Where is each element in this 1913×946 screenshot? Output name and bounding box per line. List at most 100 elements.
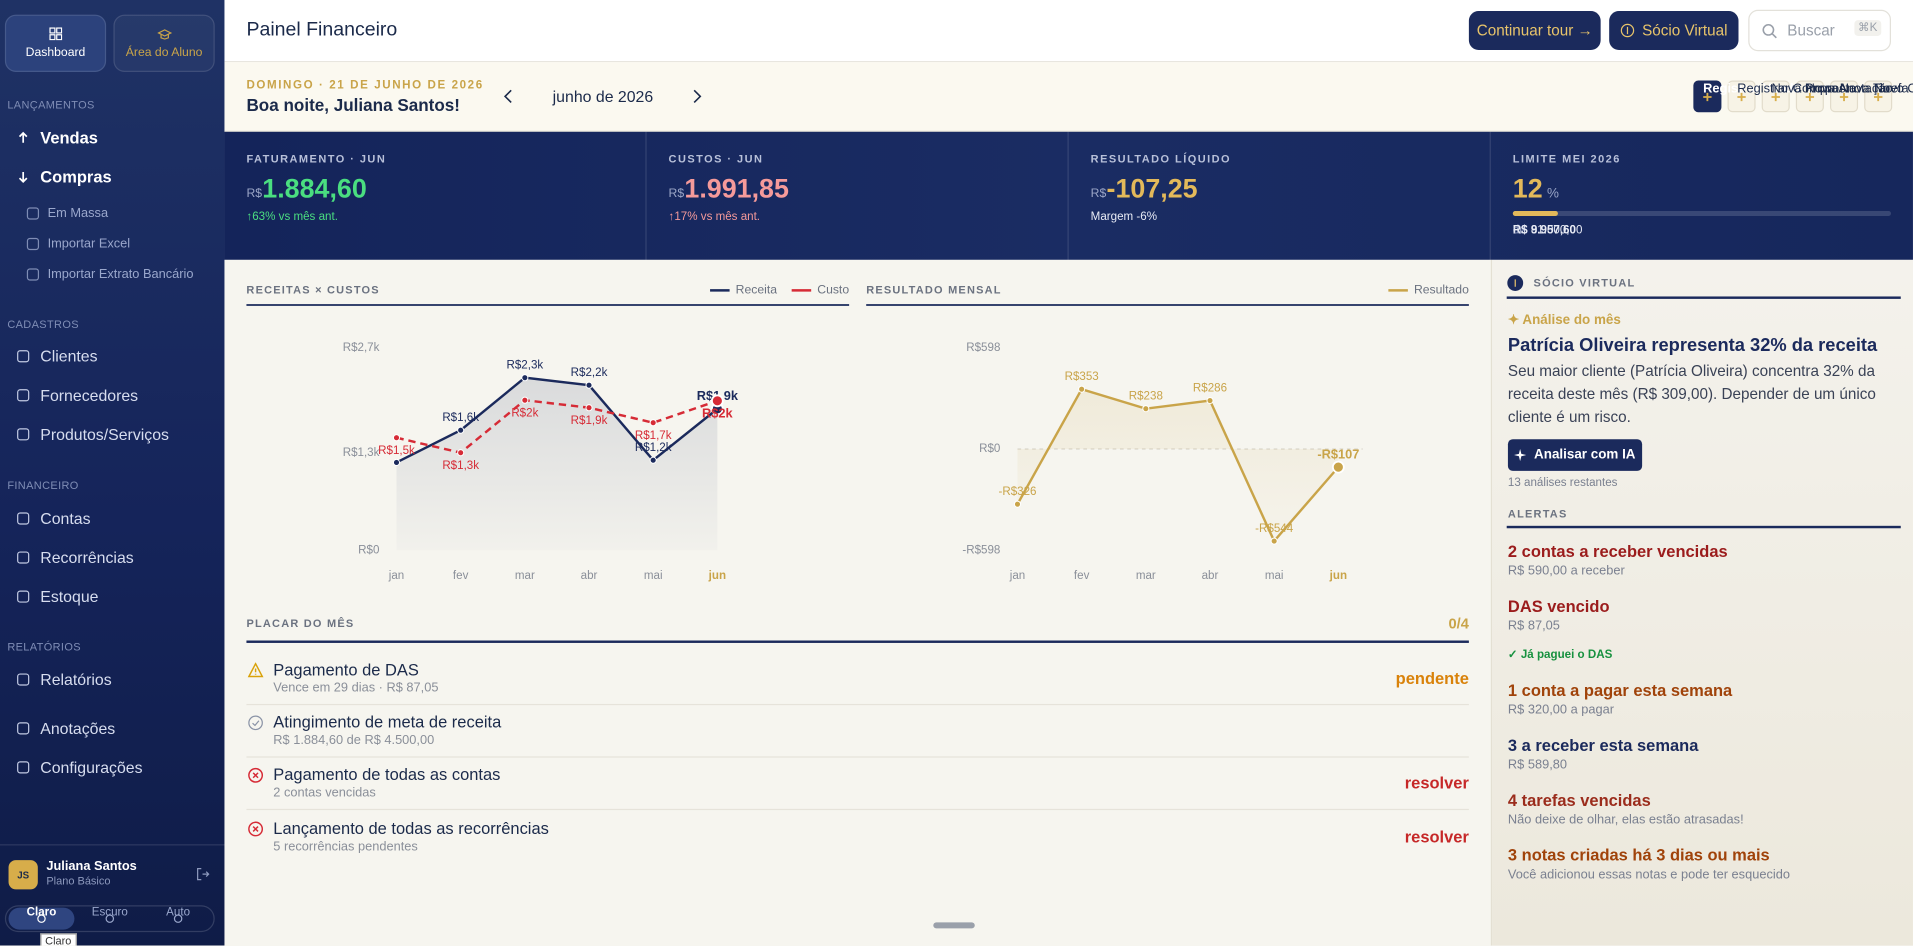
- alert-action[interactable]: ✓ Já paguei o DAS: [1507, 648, 1613, 662]
- nav-item[interactable]: Configurações: [40, 758, 143, 777]
- glyph: [252, 720, 260, 727]
- glyph: [173, 914, 183, 923]
- value-label: R$1,2k: [635, 442, 672, 454]
- user-name: Juliana Santos: [46, 858, 137, 874]
- nav-item[interactable]: Importar Extrato Bancário: [47, 267, 194, 282]
- point: [392, 434, 401, 442]
- tab[interactable]: Área do Aluno: [113, 14, 215, 72]
- note: 13 análises restantes: [1507, 476, 1618, 490]
- arrow: [18, 172, 28, 183]
- y-tick-label: R$2,7k: [343, 342, 380, 354]
- x-tick-label: mar: [1136, 570, 1156, 582]
- theme-option[interactable]: Escuro: [77, 905, 143, 930]
- action-button[interactable]: Nova Proposta: [1761, 80, 1856, 113]
- tour-button[interactable]: Continuar tour →: [1468, 10, 1601, 51]
- charts: RECEITAS × CUSTOS CustoReceitaR$0R$1,3kR$…: [246, 283, 1469, 582]
- x-tick-label: mai: [1265, 570, 1284, 582]
- logout-icon[interactable]: [196, 867, 210, 881]
- nav-icon: [17, 428, 30, 441]
- point: [585, 381, 593, 389]
- greeting-bar: DOMINGO · 21 DE JUNHO DE 2026 Boa noite,…: [224, 62, 1913, 132]
- action-button[interactable]: Novo Comprovante: [1864, 80, 1913, 113]
- chart-title: RESULTADO MENSAL: [866, 284, 1002, 296]
- glyph: [37, 914, 46, 923]
- glyph: [26, 207, 40, 220]
- glyph: [17, 761, 30, 774]
- section-title: PLACAR DO MÊS: [246, 617, 355, 630]
- theme-option[interactable]: Auto: [145, 905, 211, 930]
- action-button[interactable]: Registrar Venda: [1693, 80, 1801, 113]
- search-icon: [1762, 23, 1777, 39]
- nav-section: CADASTROS: [7, 318, 79, 331]
- glyph: [1703, 92, 1712, 101]
- tooltip: Claro: [40, 933, 77, 946]
- tab-icon: [49, 27, 63, 41]
- nav-item[interactable]: Vendas: [40, 128, 98, 148]
- value-label: -R$544: [1255, 523, 1294, 535]
- y-tick-label: -R$598: [962, 544, 1000, 556]
- action-button[interactable]: Registrar Compra: [1727, 80, 1838, 113]
- glyph: [1839, 92, 1849, 101]
- value-label: R$1,7k: [635, 430, 672, 442]
- alert-title: 3 notas criadas há 3 dias ou mais: [1507, 846, 1770, 865]
- glyph: [1737, 92, 1746, 101]
- point: [1331, 460, 1345, 474]
- value-label: R$238: [1129, 391, 1163, 403]
- alert-title: DAS vencido: [1507, 597, 1610, 616]
- panel-title: SÓCIO VIRTUAL: [1533, 276, 1636, 290]
- point: [649, 419, 657, 427]
- value-label: R$2k: [702, 406, 733, 421]
- glyph: [17, 590, 30, 603]
- nav-icon: [17, 389, 30, 402]
- search[interactable]: Buscar ⌘K: [1748, 9, 1891, 52]
- nav-item[interactable]: Importar Excel: [47, 236, 131, 252]
- alert-title: 3 a receber esta semana: [1507, 736, 1699, 755]
- point: [521, 396, 529, 404]
- nav-item[interactable]: Recorrências: [40, 548, 134, 567]
- tab-label: Dashboard: [25, 46, 86, 60]
- prev-month[interactable]: [503, 89, 514, 104]
- theme-option[interactable]: Claro: [8, 905, 75, 930]
- nav-item[interactable]: Estoque: [40, 587, 99, 606]
- kpi-currency: R$: [668, 187, 685, 201]
- kpi-card: LIMITE MEI 2026 12% R$ 9.957,60 de R$ 81.000…: [1491, 132, 1913, 260]
- nav-item[interactable]: Contas: [40, 509, 91, 528]
- next-month[interactable]: [692, 89, 702, 104]
- ai-button[interactable]: Analisar com IA: [1507, 439, 1643, 471]
- value-label: R$353: [1065, 371, 1099, 383]
- alert-title: 1 conta a pagar esta semana: [1507, 681, 1733, 700]
- icon: [1620, 23, 1635, 38]
- glyph: [17, 512, 30, 525]
- nav-item[interactable]: Anotações: [40, 719, 116, 738]
- nav-icon: [17, 761, 30, 774]
- nav-item[interactable]: Clientes: [40, 347, 98, 366]
- action-button[interactable]: Nova Tarefa: [1830, 80, 1909, 113]
- nav-section: RELATÓRIOS: [7, 640, 81, 653]
- action-button[interactable]: Nova Anotação: [1795, 80, 1892, 113]
- alert-sub: R$ 589,80: [1507, 757, 1568, 773]
- tab-icon: [156, 28, 172, 40]
- tab-label: Área do Aluno: [125, 45, 203, 60]
- nav-icon: [26, 237, 40, 251]
- topbar: Painel Financeiro Continuar tour → Sócio…: [224, 0, 1913, 63]
- kpi-note: ↑17% vs mês ant.: [668, 210, 761, 224]
- theme-switch: Claro Escuro Auto: [4, 905, 215, 933]
- glyph: [105, 914, 115, 923]
- nav-item[interactable]: Produtos/Serviços: [40, 425, 169, 444]
- score: 0/4: [1448, 614, 1469, 632]
- action-label: Nova Tarefa: [1839, 81, 1909, 97]
- nav-item[interactable]: Compras: [40, 167, 112, 187]
- point: [392, 458, 401, 466]
- socio-button[interactable]: Sócio Virtual: [1609, 10, 1739, 51]
- nav-icon: [26, 207, 40, 220]
- nav-item[interactable]: Relatórios: [40, 670, 112, 689]
- y-tick-label: R$0: [979, 443, 1000, 455]
- alert-sub: Você adicionou essas notas e pode ter es…: [1507, 867, 1790, 883]
- tab[interactable]: Dashboard: [4, 14, 107, 72]
- item-title: Atingimento de meta de receita: [273, 713, 502, 732]
- glyph: [248, 821, 264, 837]
- nav-section: LANÇAMENTOS: [7, 98, 95, 112]
- nav-item[interactable]: Em Massa: [47, 206, 109, 221]
- nav-item[interactable]: Fornecedores: [40, 386, 139, 405]
- plus-icon: [1805, 92, 1815, 101]
